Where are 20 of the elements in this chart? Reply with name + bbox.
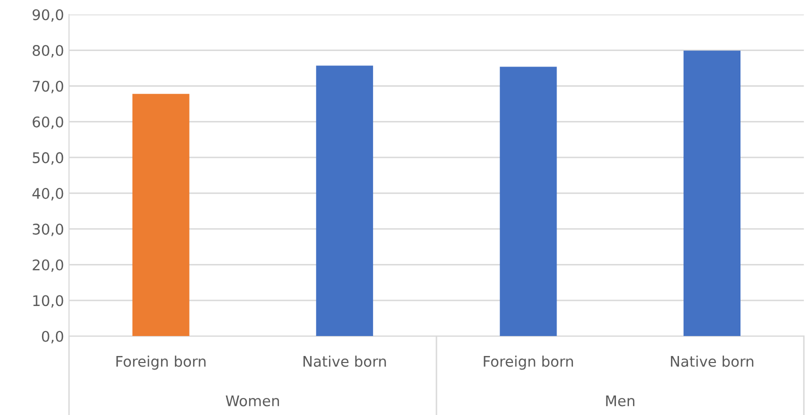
x-tick-label: Native born xyxy=(304,356,386,367)
y-tick-label: 40,0 xyxy=(32,188,64,200)
y-tick-label: 60,0 xyxy=(32,116,64,129)
x-tick-label: Foreign born xyxy=(484,356,573,370)
y-tick-label: 80,0 xyxy=(32,44,64,58)
bar xyxy=(316,66,374,336)
y-tick-label: 20,0 xyxy=(32,259,64,272)
y-tick-label: 10,0 xyxy=(33,295,64,308)
bar xyxy=(500,66,557,336)
text: Women xyxy=(226,395,279,406)
y-tick-label: 0,0 xyxy=(42,330,64,344)
bar xyxy=(684,50,740,336)
y-tick-label: 70,0 xyxy=(32,80,64,94)
bar xyxy=(132,94,190,336)
x-tick-label: Native born xyxy=(670,356,754,367)
y-tick-label: 30,0 xyxy=(32,224,64,236)
y-tick-label: 90,0 xyxy=(32,9,64,22)
x-tick-label: Foreign born xyxy=(116,356,206,370)
y-tick-label: 50,0 xyxy=(32,152,64,165)
text: Men xyxy=(606,395,634,406)
